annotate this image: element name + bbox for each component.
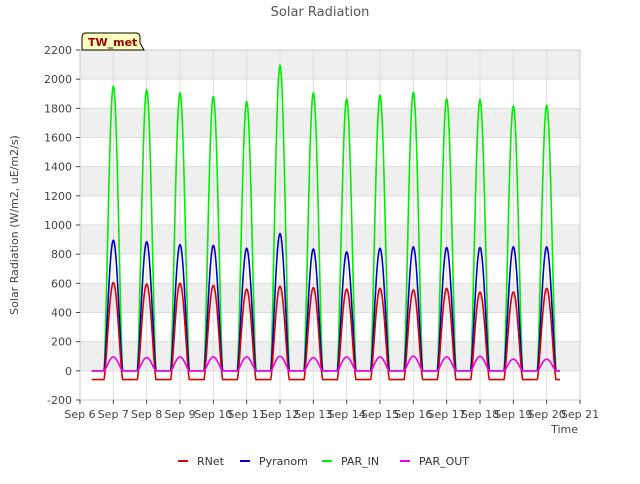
y-tick-label: 1000	[44, 219, 72, 232]
x-tick-label: Sep 10	[194, 408, 232, 421]
x-tick-label: Sep 16	[394, 408, 432, 421]
grid-band	[80, 283, 580, 313]
x-tick-label: Sep 13	[294, 408, 332, 421]
x-tick-label: Sep 7	[98, 408, 129, 421]
grid-band	[80, 50, 580, 80]
y-tick-label: 1400	[44, 161, 72, 174]
grid-band	[80, 166, 580, 196]
chart-title: Solar Radiation	[271, 5, 370, 20]
x-tick-label: Sep 11	[228, 408, 266, 421]
y-tick-label: 1600	[44, 132, 72, 145]
y-tick-label: 0	[65, 365, 72, 378]
legend-label: RNet	[197, 455, 225, 468]
x-tick-label: Sep 21	[561, 408, 599, 421]
station-label: TW_met	[88, 36, 137, 49]
y-tick-label: 2200	[44, 44, 72, 57]
series-line-par-out	[91, 355, 560, 372]
grid-band	[80, 341, 580, 371]
x-tick-label: Sep 12	[261, 408, 299, 421]
y-tick-label: 800	[51, 248, 72, 261]
y-axis-label: Solar Radiation (W/m2, uE/m2/s)	[8, 135, 21, 315]
x-tick-label: Sep 6	[64, 408, 95, 421]
legend-label: PAR_OUT	[419, 455, 469, 468]
legend: RNet Pyranom PAR_IN PAR_OUT	[178, 455, 469, 468]
grid-band	[80, 108, 580, 138]
y-tick-label: 200	[51, 336, 72, 349]
station-label-box: TW_met	[81, 32, 145, 51]
legend-label: PAR_IN	[341, 455, 379, 468]
x-tick-label: Sep 14	[328, 408, 366, 421]
x-tick-label: Sep 9	[164, 408, 195, 421]
x-tick-label: Sep 20	[528, 408, 566, 421]
y-tick-label: 400	[51, 307, 72, 320]
x-tick-label: Sep 17	[428, 408, 466, 421]
x-tick-label: Sep 18	[461, 408, 499, 421]
legend-label: Pyranom	[259, 455, 308, 468]
x-tick-label: Sep 19	[494, 408, 532, 421]
y-tick-label: 600	[51, 277, 72, 290]
series-line-rnet	[91, 281, 560, 381]
grid-band	[80, 225, 580, 255]
x-tick-label: Sep 15	[361, 408, 399, 421]
x-tick-label: Sep 8	[131, 408, 162, 421]
y-tick-label: -200	[47, 394, 72, 407]
y-tick-label: 2000	[44, 73, 72, 86]
x-axis-label: Time	[550, 423, 578, 436]
y-tick-label: 1800	[44, 102, 72, 115]
y-tick-label: 1200	[44, 190, 72, 203]
